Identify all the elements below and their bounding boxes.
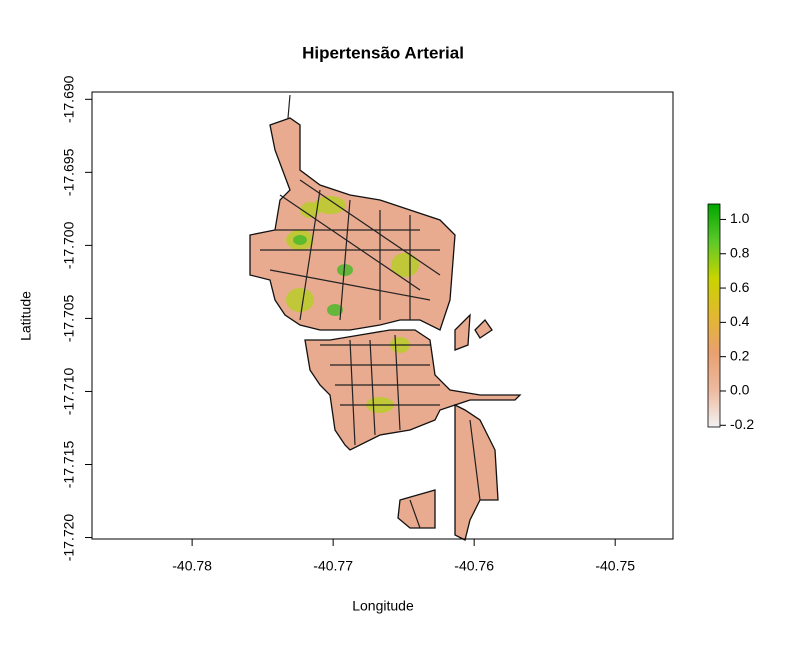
x-tick-label: -40.77: [313, 558, 353, 574]
x-tick-label: -40.75: [595, 558, 635, 574]
colorbar-tick-label: 0.8: [730, 244, 750, 260]
y-tick-label: -17.715: [61, 441, 77, 489]
x-tick-label: -40.78: [172, 558, 212, 574]
y-tick-label: -17.695: [61, 148, 77, 196]
x-axis-label: Longitude: [352, 598, 414, 614]
colorbar-tick-label: 0.4: [730, 313, 750, 329]
plot-frame: [91, 91, 674, 540]
chart-title: Hipertensão Arterial: [302, 43, 464, 62]
colorbar-tick-label: -0.2: [730, 416, 754, 432]
colorbar-tick-label: 0.2: [730, 347, 750, 363]
colorbar: [707, 203, 721, 428]
map-areas: [249, 94, 522, 541]
colorbar-tick-label: 0.0: [730, 382, 750, 398]
x-tick-label: -40.76: [454, 558, 494, 574]
y-tick-label: -17.710: [61, 368, 77, 416]
y-tick-label: -17.700: [61, 221, 77, 269]
y-tick-label: -17.705: [61, 294, 77, 342]
colorbar-tick-label: 1.0: [730, 210, 750, 226]
colorbar-tick-label: 0.6: [730, 279, 750, 295]
y-tick-label: -17.690: [61, 75, 77, 123]
y-axis-label: Latitude: [18, 291, 34, 341]
y-tick-label: -17.720: [61, 514, 77, 562]
